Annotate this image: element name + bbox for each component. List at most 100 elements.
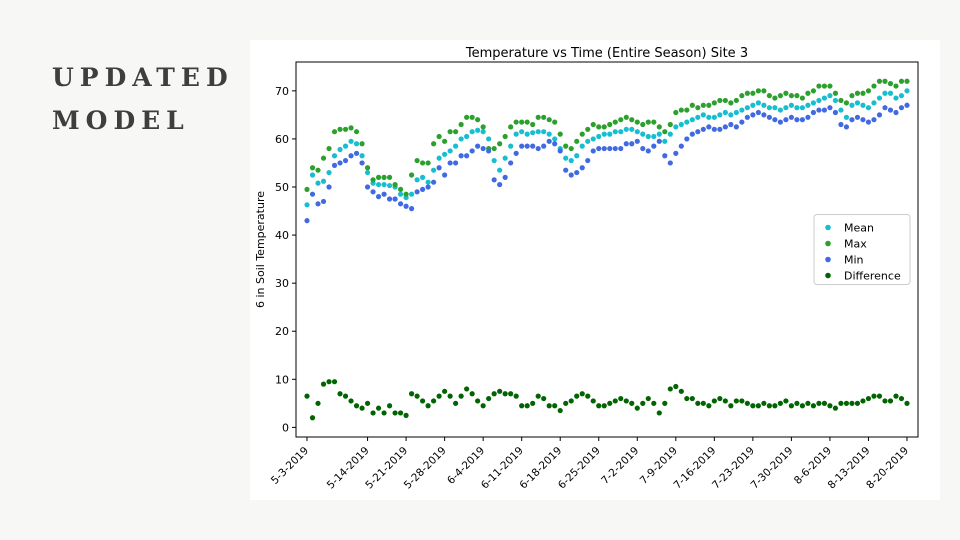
- min-point: [320, 198, 327, 205]
- max-point: [645, 119, 651, 125]
- min-point: [431, 179, 437, 185]
- mean-point: [458, 136, 464, 142]
- difference-point: [546, 403, 552, 409]
- max-point: [502, 133, 508, 140]
- difference-point: [353, 403, 360, 409]
- min-point: [386, 196, 393, 202]
- mean-point: [607, 131, 613, 137]
- max-point: [733, 97, 739, 104]
- max-point: [458, 121, 464, 128]
- difference-point: [865, 395, 872, 402]
- slide-title: UPDATED MODEL: [52, 56, 234, 142]
- min-point: [436, 165, 442, 171]
- min-point: [524, 143, 530, 149]
- max-point: [425, 160, 431, 166]
- min-point: [629, 141, 635, 147]
- min-point: [375, 194, 382, 200]
- max-point: [420, 160, 426, 166]
- min-point: [711, 126, 717, 132]
- chart-panel: Temperature vs Time (Entire Season) Site…: [250, 40, 940, 500]
- min-point: [579, 165, 585, 171]
- max-point: [772, 95, 778, 101]
- min-point: [860, 117, 866, 123]
- min-point: [761, 112, 767, 118]
- min-point: [513, 150, 519, 156]
- mean-point: [513, 131, 519, 137]
- mean-point: [623, 126, 629, 132]
- max-point: [673, 109, 679, 116]
- min-point: [315, 201, 321, 207]
- difference-point: [755, 403, 761, 409]
- mean-point: [397, 191, 404, 197]
- min-point: [508, 160, 514, 166]
- difference-point: [436, 393, 442, 399]
- difference-point: [397, 410, 404, 416]
- mean-point: [695, 114, 701, 120]
- mean-point: [629, 126, 635, 132]
- difference-point: [557, 407, 563, 414]
- mean-point: [408, 191, 415, 197]
- y-tick-label: 20: [275, 325, 289, 338]
- max-point: [375, 174, 382, 180]
- min-point: [744, 114, 750, 120]
- min-point: [667, 160, 673, 166]
- difference-point: [640, 400, 646, 406]
- min-point: [326, 184, 332, 190]
- max-point: [475, 117, 481, 123]
- max-point: [662, 129, 668, 135]
- max-point: [442, 138, 448, 144]
- difference-point: [761, 400, 767, 406]
- min-point: [601, 145, 607, 152]
- max-point: [761, 88, 767, 94]
- mean-point: [816, 97, 822, 104]
- difference-point: [342, 393, 349, 399]
- mean-point: [414, 177, 420, 183]
- mean-point: [772, 105, 778, 111]
- min-point: [464, 153, 470, 159]
- difference-point: [386, 403, 393, 409]
- min-point: [854, 114, 861, 120]
- difference-point: [821, 400, 828, 406]
- x-tick-label: 5-3-2019: [269, 445, 311, 487]
- mean-point: [810, 100, 817, 106]
- max-point: [315, 167, 321, 173]
- max-point: [326, 145, 332, 152]
- difference-point: [491, 391, 497, 397]
- max-point: [535, 114, 541, 120]
- mean-point: [596, 133, 602, 140]
- max-point: [750, 90, 756, 96]
- difference-point: [320, 381, 327, 387]
- max-point: [882, 78, 888, 84]
- max-point: [342, 126, 349, 132]
- legend-marker-difference: [825, 272, 831, 279]
- max-point: [464, 114, 470, 120]
- difference-point: [519, 403, 525, 409]
- difference-point: [882, 398, 888, 404]
- min-point: [337, 160, 343, 166]
- mean-point: [353, 141, 360, 147]
- min-point: [502, 174, 508, 180]
- min-point: [893, 109, 899, 116]
- mean-point: [546, 131, 552, 137]
- mean-point: [656, 131, 662, 137]
- max-point: [711, 100, 717, 106]
- difference-point: [832, 405, 839, 411]
- legend-label-max: Max: [844, 238, 867, 251]
- min-point: [733, 124, 739, 130]
- mean-point: [519, 129, 525, 135]
- difference-point: [420, 398, 426, 404]
- min-point: [607, 145, 613, 152]
- mean-point: [805, 102, 811, 108]
- difference-point: [777, 400, 783, 406]
- mean-point: [733, 109, 739, 116]
- difference-point: [475, 398, 481, 404]
- min-point: [755, 109, 761, 116]
- difference-point: [348, 398, 354, 404]
- difference-point: [733, 398, 739, 404]
- difference-point: [464, 386, 470, 392]
- y-tick-label: 50: [275, 181, 289, 194]
- mean-point: [838, 107, 844, 113]
- mean-point: [315, 180, 321, 186]
- min-point: [530, 143, 536, 149]
- max-point: [381, 174, 387, 180]
